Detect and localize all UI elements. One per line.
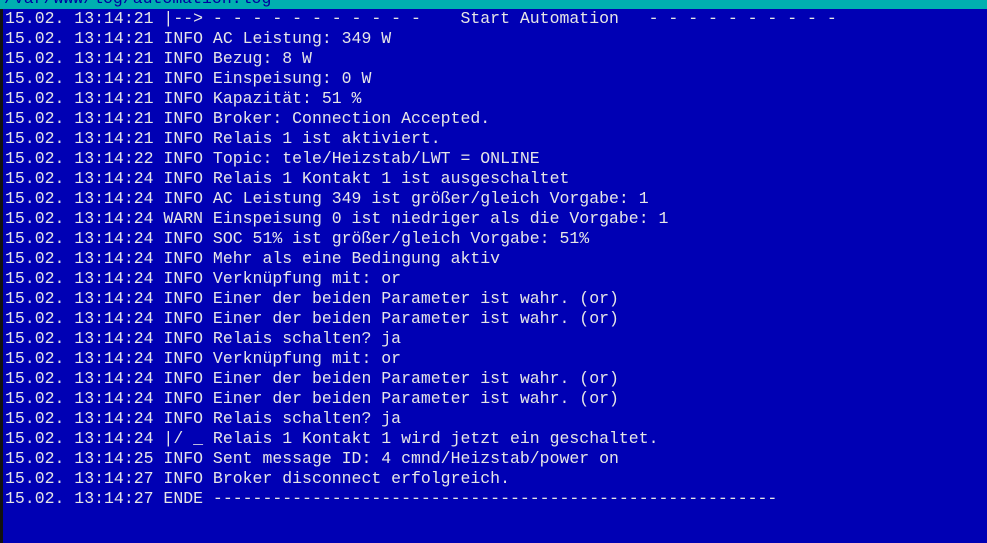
log-line: 15.02. 13:14:21 INFO Bezug: 8 W: [5, 49, 312, 68]
log-line: 15.02. 13:14:24 WARN Einspeisung 0 ist n…: [5, 209, 669, 228]
log-line: 15.02. 13:14:21 INFO AC Leistung: 349 W: [5, 29, 392, 48]
log-line: 15.02. 13:14:24 INFO Verknüpfung mit: or: [5, 349, 402, 368]
log-output[interactable]: 15.02. 13:14:21 |--> - - - - - - - - - -…: [5, 9, 837, 509]
window-edge: [0, 0, 3, 543]
log-line: 15.02. 13:14:24 INFO SOC 51% ist größer/…: [5, 229, 590, 248]
log-line: 15.02. 13:14:24 INFO Einer der beiden Pa…: [5, 289, 619, 308]
log-line: 15.02. 13:14:24 INFO Einer der beiden Pa…: [5, 309, 619, 328]
log-line: 15.02. 13:14:24 |/ _ Relais 1 Kontakt 1 …: [5, 429, 659, 448]
log-line: 15.02. 13:14:24 INFO Einer der beiden Pa…: [5, 389, 619, 408]
log-line: 15.02. 13:14:24 INFO Einer der beiden Pa…: [5, 369, 619, 388]
log-line: 15.02. 13:14:24 INFO Relais schalten? ja: [5, 329, 402, 348]
log-line: 15.02. 13:14:24 INFO Relais schalten? ja: [5, 409, 402, 428]
log-line: 15.02. 13:14:25 INFO Sent message ID: 4 …: [5, 449, 619, 468]
log-line: 15.02. 13:14:22 INFO Topic: tele/Heizsta…: [5, 149, 540, 168]
log-line: 15.02. 13:14:21 INFO Broker: Connection …: [5, 109, 491, 128]
log-line: 15.02. 13:14:21 INFO Kapazität: 51 %: [5, 89, 362, 108]
log-line: 15.02. 13:14:24 INFO AC Leistung 349 ist…: [5, 189, 649, 208]
log-line: 15.02. 13:14:24 INFO Verknüpfung mit: or: [5, 269, 402, 288]
file-path: /var/www/log/automation.log: [4, 0, 271, 8]
file-title-bar: /var/www/log/automation.log: [0, 0, 987, 9]
log-line: 15.02. 13:14:21 INFO Einspeisung: 0 W: [5, 69, 372, 88]
log-line: 15.02. 13:14:27 INFO Broker disconnect e…: [5, 469, 510, 488]
log-line: 15.02. 13:14:21 |--> - - - - - - - - - -…: [5, 9, 837, 28]
log-line: 15.02. 13:14:24 INFO Relais 1 Kontakt 1 …: [5, 169, 570, 188]
log-line: 15.02. 13:14:24 INFO Mehr als eine Bedin…: [5, 249, 501, 268]
log-line: 15.02. 13:14:21 INFO Relais 1 ist aktivi…: [5, 129, 441, 148]
log-line: 15.02. 13:14:27 ENDE -------------------…: [5, 489, 778, 508]
